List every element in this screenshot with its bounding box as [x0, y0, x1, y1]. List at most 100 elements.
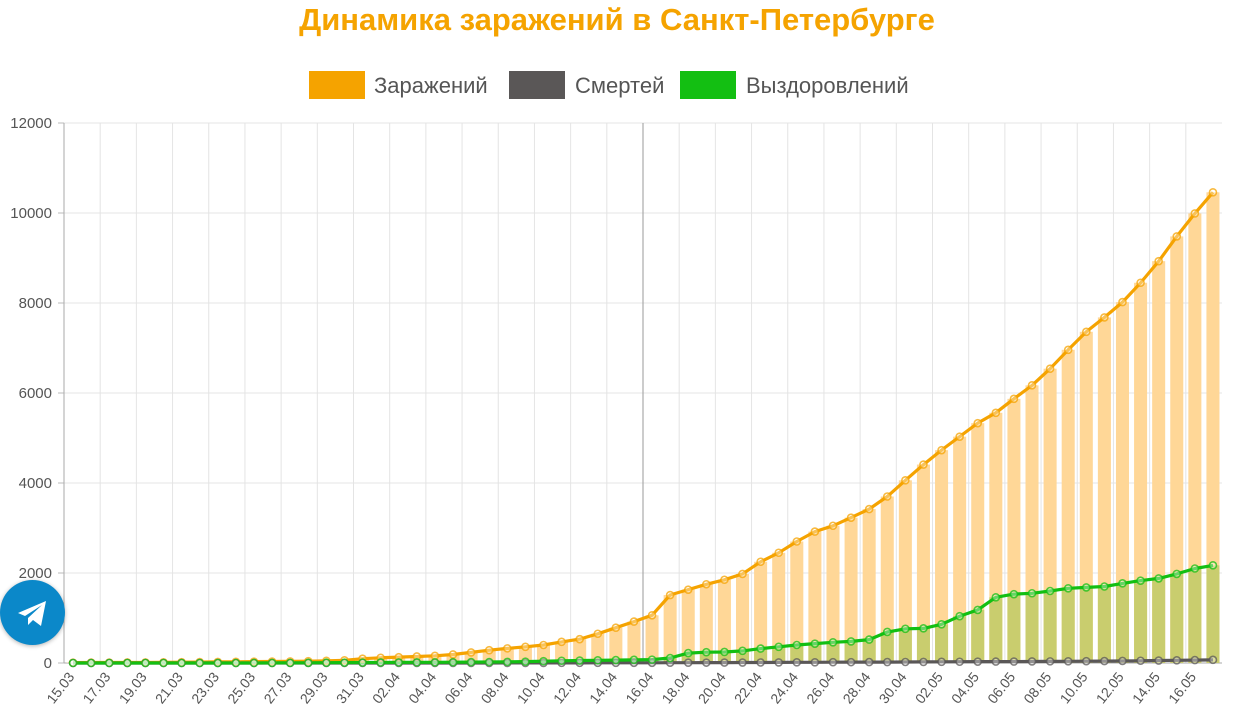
bar	[573, 639, 587, 663]
data-point	[846, 657, 856, 667]
x-tick-label: 27.03	[260, 669, 294, 707]
data-point	[1172, 569, 1182, 579]
bar	[591, 633, 605, 663]
bar	[1152, 261, 1166, 663]
data-point	[213, 658, 223, 668]
data-point	[539, 640, 548, 650]
x-tick-label: 28.04	[839, 669, 873, 707]
x-tick-label: 08.05	[1020, 669, 1054, 707]
bar	[898, 480, 912, 663]
chart-title: Динамика заражений в Санкт-Петербурге	[299, 2, 935, 37]
data-point	[720, 658, 729, 667]
data-point	[810, 657, 820, 667]
x-tick-label: 15.03	[43, 669, 77, 707]
data-point	[195, 658, 205, 668]
data-point	[1045, 586, 1055, 596]
data-point	[1118, 579, 1127, 588]
data-point	[557, 637, 566, 647]
bar	[754, 561, 768, 663]
bar	[1206, 565, 1220, 663]
data-point	[792, 640, 802, 650]
data-point	[1172, 655, 1182, 665]
x-tick-label: 22.04	[731, 669, 765, 707]
data-point	[955, 657, 964, 667]
legend-label: Смертей	[575, 73, 664, 98]
x-tick-label: 12.04	[550, 669, 584, 707]
data-point	[521, 657, 530, 666]
data-point	[828, 637, 838, 647]
bar	[772, 552, 786, 663]
y-tick-label: 8000	[19, 295, 52, 312]
x-axis: 15.03 17.03 19.03 21.03 23.03 25.03 27.03 29.03…	[43, 669, 1199, 707]
data-point	[376, 658, 385, 667]
bar	[1188, 568, 1202, 663]
data-point	[810, 639, 820, 648]
bar	[1007, 594, 1021, 663]
data-point	[774, 642, 784, 652]
data-point	[358, 658, 367, 667]
data-point	[702, 579, 711, 589]
data-point	[1045, 657, 1055, 666]
data-point	[919, 460, 928, 469]
bar	[627, 621, 641, 663]
bar	[862, 509, 876, 663]
data-point	[1009, 394, 1019, 404]
data-point	[394, 658, 404, 667]
data-point	[846, 637, 856, 646]
data-point	[702, 658, 711, 667]
bar	[935, 450, 949, 663]
legend-swatch	[309, 71, 365, 99]
data-point	[1118, 656, 1127, 666]
x-tick-label: 04.04	[405, 669, 439, 707]
x-tick-label: 17.03	[79, 669, 113, 707]
data-point	[502, 644, 512, 653]
data-point	[919, 657, 928, 667]
x-tick-label: 16.05	[1165, 669, 1199, 707]
bar	[609, 627, 623, 663]
data-point	[629, 655, 639, 665]
data-point	[575, 656, 584, 665]
x-tick-label: 25.03	[224, 669, 258, 707]
data-point	[864, 504, 874, 514]
bar	[844, 517, 858, 663]
bar	[880, 496, 894, 663]
data-point	[1154, 256, 1163, 266]
x-tick-label: 14.04	[586, 669, 620, 707]
data-point	[955, 611, 964, 621]
x-tick-label: 19.03	[116, 669, 150, 707]
x-tick-label: 06.05	[984, 669, 1018, 707]
data-point	[539, 656, 548, 666]
data-point	[774, 548, 784, 558]
bar	[1188, 213, 1202, 663]
bar	[663, 595, 677, 663]
data-point	[141, 658, 150, 668]
telegram-button[interactable]	[0, 580, 65, 645]
x-tick-label: 18.04	[658, 669, 692, 707]
x-tick-label: 29.03	[297, 669, 331, 707]
data-point	[991, 592, 1001, 602]
bar	[645, 615, 659, 663]
data-point	[484, 657, 494, 667]
data-point	[756, 557, 765, 567]
legend-label: Выздоровлений	[746, 73, 909, 98]
data-point	[991, 408, 1001, 418]
data-point	[466, 657, 476, 667]
data-point	[991, 657, 1001, 666]
data-point	[828, 657, 838, 667]
bar	[844, 641, 858, 663]
bar	[1079, 587, 1093, 663]
bar	[808, 643, 822, 663]
data-point	[973, 418, 983, 428]
data-point	[1009, 589, 1019, 599]
data-point	[611, 623, 621, 632]
series-lines	[72, 191, 1215, 665]
bar	[953, 616, 967, 663]
data-point	[901, 475, 910, 485]
data-point	[937, 657, 946, 667]
x-tick-label: 04.05	[948, 669, 982, 707]
bar	[1206, 192, 1220, 664]
data-point	[683, 585, 693, 594]
data-point	[1208, 188, 1218, 197]
data-point	[1136, 656, 1145, 666]
